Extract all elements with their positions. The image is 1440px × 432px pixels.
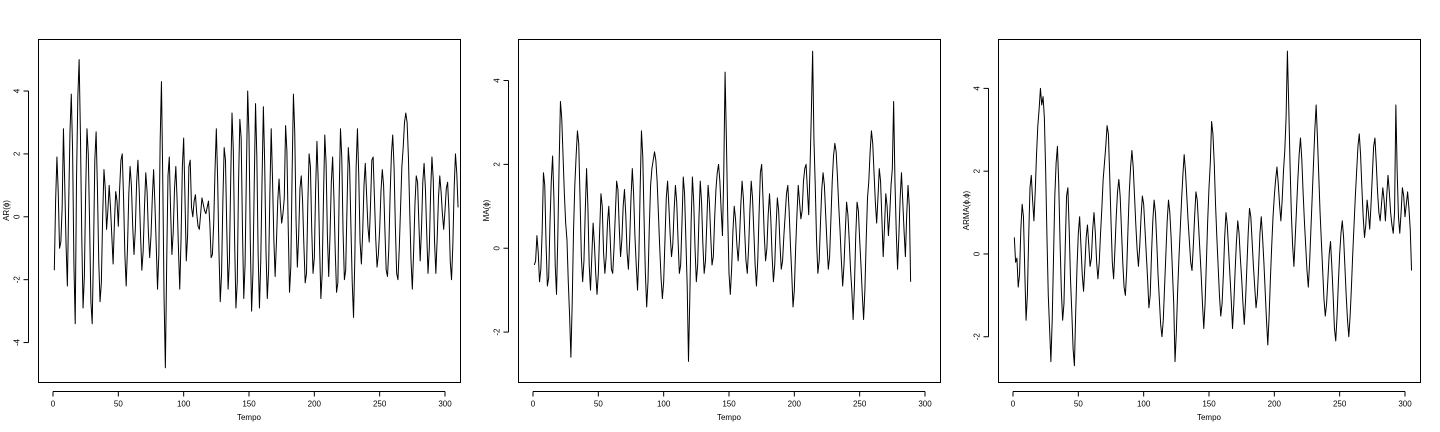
x-tick-label: 200	[308, 400, 322, 409]
y-tick-label: 2	[13, 151, 22, 156]
x-tick-label: 0	[531, 400, 536, 409]
x-tick-label: 50	[1074, 400, 1083, 409]
x-tick-label: 0	[1011, 400, 1016, 409]
y-axis-label: ARMA(ɸ,ɸ)	[962, 190, 971, 230]
x-tick-label: 100	[177, 400, 191, 409]
plot-frame	[998, 39, 1421, 383]
x-tick-label: 150	[242, 400, 256, 409]
x-tick-label: 250	[1333, 400, 1347, 409]
series-line	[53, 59, 459, 369]
x-tick-label: 150	[722, 400, 736, 409]
y-tick-label: -4	[13, 338, 22, 346]
x-tick-label: 150	[1202, 400, 1216, 409]
x-tick-label: 100	[1137, 400, 1151, 409]
y-axis-label: MA(ɸ)	[482, 199, 491, 221]
plot-frame	[38, 39, 461, 383]
ar-panel: 0 50 100 150 200 250 300 -4 -2 0 2 4 Tempo AR(ɸ)	[2, 39, 461, 422]
y-tick-label: 4	[13, 88, 22, 93]
x-tick-label: 300	[1398, 400, 1412, 409]
x-tick-label: 50	[114, 400, 123, 409]
x-tick-label: 50	[594, 400, 603, 409]
x-tick-label: 200	[788, 400, 802, 409]
y-tick-label: 0	[13, 214, 22, 219]
y-tick-label: -2	[493, 328, 502, 336]
y-axis-label: AR(ɸ)	[2, 200, 11, 221]
x-axis-label: Tempo	[237, 413, 262, 422]
y-tick-label: 0	[493, 245, 502, 250]
y-tick-label: 0	[973, 251, 982, 256]
y-tick-label: 4	[493, 78, 502, 83]
x-tick-label: 0	[51, 400, 56, 409]
ma-panel: 0 50 100 150 200 250 300 -2 0 2 4 Tempo MA(ɸ)	[482, 39, 941, 422]
x-tick-label: 250	[853, 400, 867, 409]
x-tick-label: 300	[438, 400, 452, 409]
x-axis-label: Tempo	[717, 413, 742, 422]
y-tick-label: 2	[973, 168, 982, 173]
y-tick-label: -2	[13, 276, 22, 284]
plot-frame	[518, 39, 941, 383]
y-tick-label: 2	[493, 162, 502, 167]
series-line	[1013, 50, 1413, 367]
y-tick-label: 4	[973, 86, 982, 91]
x-tick-label: 200	[1268, 400, 1282, 409]
x-axis-label: Tempo	[1197, 413, 1222, 422]
x-tick-label: 250	[373, 400, 387, 409]
x-tick-label: 100	[657, 400, 671, 409]
series-line	[533, 50, 912, 362]
arma-panel: 0 50 100 150 200 250 300 -2 0 2 4 Tempo ARMA(ɸ,ɸ)	[962, 39, 1421, 422]
x-tick-label: 300	[918, 400, 932, 409]
y-tick-label: -2	[973, 333, 982, 341]
